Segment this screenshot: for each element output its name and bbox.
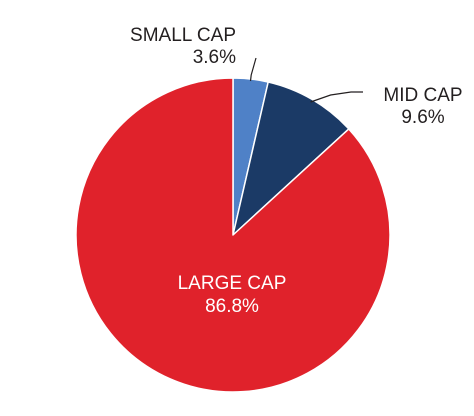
slice-value-small-cap: 3.6% (193, 47, 236, 68)
slice-value-large-cap: 86.8% (205, 296, 259, 317)
pie-slice-large-cap (75, 77, 391, 393)
slice-value-mid-cap: 9.6% (401, 107, 444, 128)
leader-lines (249, 57, 363, 103)
pie-slices (75, 77, 391, 393)
slice-label-mid-cap: MID CAP (383, 85, 462, 106)
pie-slice-mid-cap (232, 81, 350, 236)
slice-label-small-cap: SMALL CAP (130, 25, 236, 46)
leader-line-small-cap (249, 57, 257, 82)
slice-label-large-cap: LARGE CAP (178, 273, 287, 294)
leader-line-mid-cap (310, 91, 363, 103)
